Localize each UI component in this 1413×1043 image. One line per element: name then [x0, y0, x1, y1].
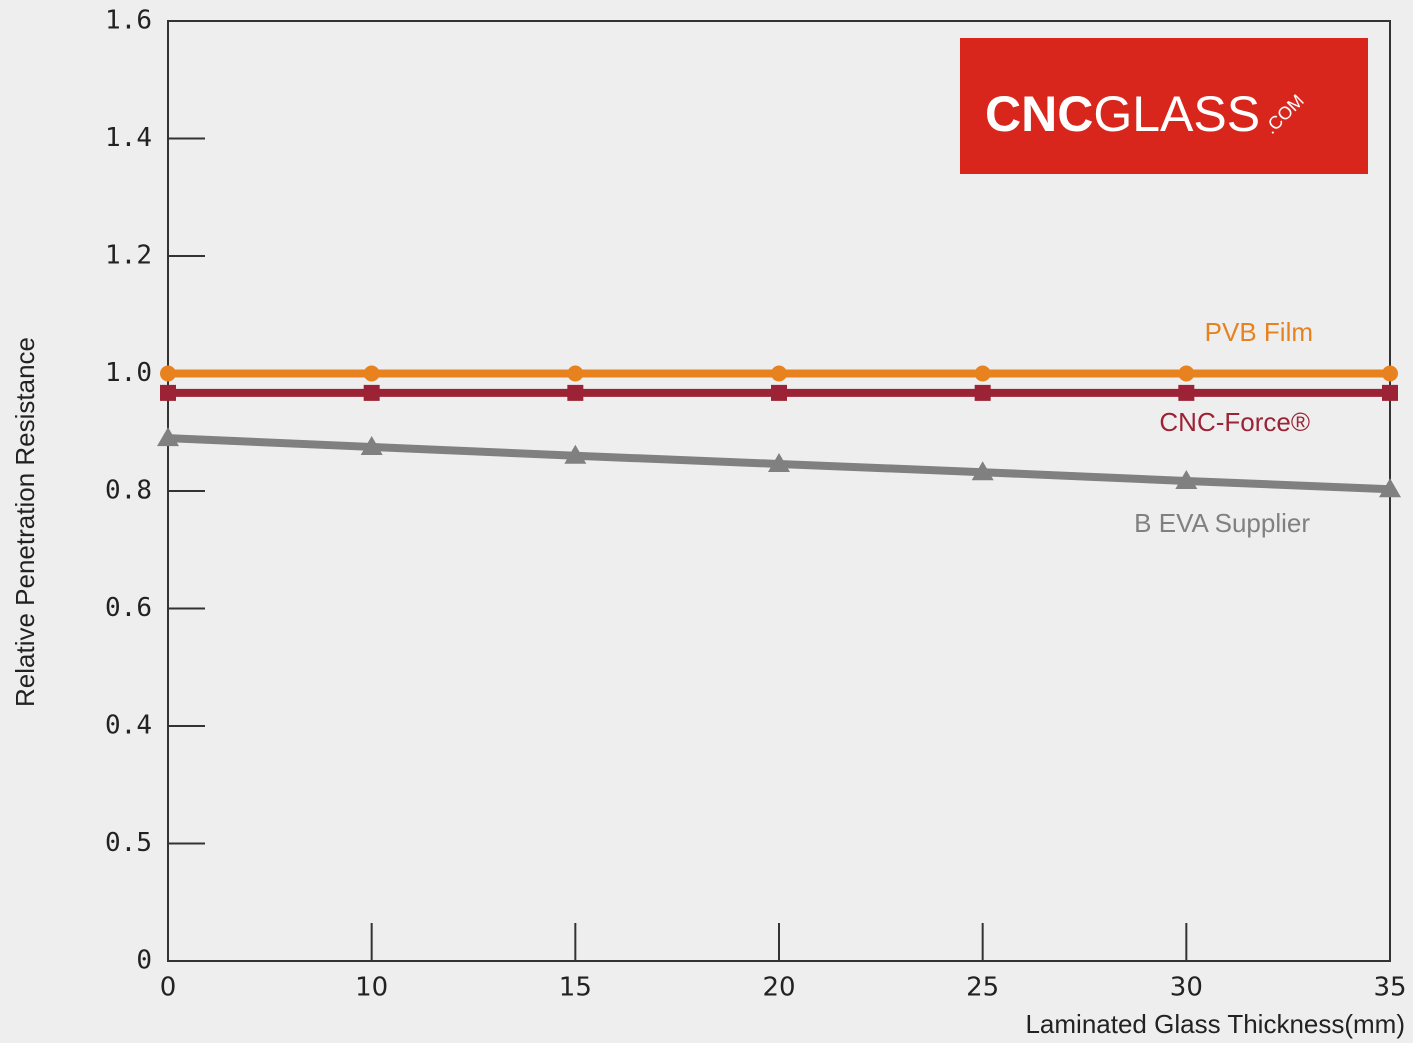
point — [971, 461, 994, 481]
point — [768, 452, 790, 472]
y-tick-label: 0.6 — [105, 593, 152, 623]
point — [157, 427, 179, 447]
y-axis-title: Relative Penetration Resistance — [10, 337, 40, 707]
point — [1178, 384, 1195, 401]
y-tick-label: 1.4 — [105, 123, 152, 153]
logo-bold: CNC — [985, 86, 1093, 142]
y-tick-label: 1.2 — [105, 241, 152, 271]
x-tick-label: 35 — [1373, 973, 1406, 1003]
y-tick-label: 0.4 — [105, 711, 152, 741]
series-label: B EVA Supplier — [1134, 508, 1310, 538]
logo-text: CNCGLASS — [985, 86, 1260, 142]
logo: CNCGLASS .COM — [960, 38, 1368, 174]
series: PVB Film — [160, 317, 1398, 382]
point — [360, 435, 383, 455]
y-tick-label: 1.0 — [105, 358, 152, 388]
point — [363, 365, 380, 382]
x-tick-label: 15 — [559, 973, 592, 1003]
point — [1175, 470, 1198, 490]
point — [771, 384, 787, 401]
x-tick-label: 25 — [966, 973, 999, 1003]
series: CNC-Force® — [160, 384, 1398, 437]
x-tick-label: 10 — [355, 973, 388, 1003]
x-tick-label: 30 — [1170, 973, 1203, 1003]
point — [1178, 365, 1195, 382]
y-tick-label: 1.6 — [105, 6, 152, 36]
x-tick-label: 0 — [160, 973, 177, 1003]
point — [1382, 365, 1398, 382]
point — [567, 365, 584, 382]
point — [1382, 384, 1398, 401]
series-label: CNC-Force® — [1159, 407, 1310, 437]
y-tick-label: 0 — [136, 946, 152, 976]
y-tick-label: 0.8 — [105, 476, 152, 506]
y-tick-label: 0.5 — [105, 828, 152, 858]
x-tick-label: 20 — [762, 973, 795, 1003]
series-label: PVB Film — [1205, 317, 1313, 347]
point — [567, 384, 584, 401]
logo-light: GLASS — [1093, 86, 1260, 142]
point — [363, 384, 380, 401]
point — [771, 365, 787, 382]
point — [974, 384, 991, 401]
point — [160, 384, 176, 401]
point — [160, 365, 176, 382]
x-axis-title: Laminated Glass Thickness(mm) — [1025, 1009, 1405, 1039]
series: B EVA Supplier — [157, 427, 1401, 538]
logo-background — [960, 38, 1368, 174]
point — [1379, 478, 1401, 498]
point — [564, 444, 587, 464]
point — [974, 365, 991, 382]
